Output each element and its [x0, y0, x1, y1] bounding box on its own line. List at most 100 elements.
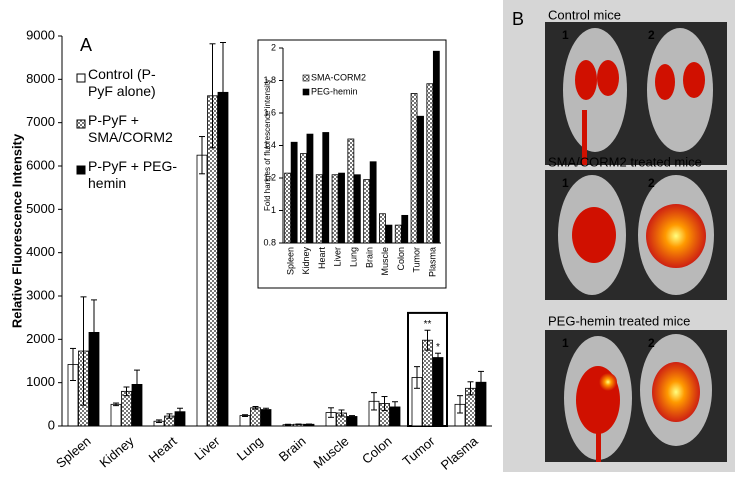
bar [300, 153, 307, 244]
bar [394, 224, 402, 244]
x-tick-label: Tumor [400, 433, 439, 469]
error-bar [392, 401, 398, 413]
signal [596, 430, 601, 462]
error-bar [371, 392, 377, 411]
signal [575, 60, 597, 100]
x-tick-label: Spleen [285, 247, 295, 275]
bar [250, 407, 261, 427]
error-bar [242, 414, 248, 417]
y-tick-label: 4000 [26, 244, 55, 259]
annotation: ** [424, 319, 432, 330]
y-tick-label: 8000 [26, 71, 55, 86]
legend-label: P-PyF + SMA/CORM2 [88, 112, 173, 145]
bar [315, 174, 323, 244]
bar [363, 179, 371, 244]
bar [432, 50, 440, 244]
bar [353, 174, 361, 244]
image-title: Control mice [548, 7, 621, 22]
bar [401, 214, 409, 244]
y-tick-label: 6000 [26, 157, 55, 172]
legend-item: Control (P-PyF alone) [88, 66, 156, 99]
signal [582, 110, 587, 165]
legend-swatch [302, 74, 310, 82]
bar [260, 409, 272, 427]
error-bar [113, 402, 119, 407]
signal [655, 64, 675, 100]
x-tick-label: Muscle [310, 433, 351, 471]
y-axis-label: Relative Fluorescence Intensity [9, 133, 24, 328]
bar [239, 415, 251, 427]
image-label: 2 [648, 28, 655, 42]
x-tick-label: Kidney [97, 433, 137, 470]
bar [110, 403, 122, 427]
legend-item: P-PyF + SMA/CORM2 [88, 112, 173, 145]
panel-label: B [512, 9, 524, 29]
error-bar [123, 386, 130, 397]
error-bar [328, 407, 334, 418]
legend-label: PEG-hemin [311, 86, 358, 96]
y-tick-label: 3000 [26, 287, 55, 302]
error-bar [134, 369, 140, 400]
signal [652, 362, 700, 422]
x-tick-label: Plasma [427, 247, 437, 277]
x-tick-label: Spleen [53, 433, 94, 471]
error-bar [80, 296, 87, 406]
error-bar [478, 370, 484, 394]
error-bar [381, 396, 388, 411]
x-tick-label: Brain [364, 247, 374, 268]
y-tick-label: 1000 [26, 374, 55, 389]
y-tick-label: 1.2 [263, 172, 276, 182]
image-title: SMA/CORM2 treated mice [548, 154, 702, 169]
panel-b [545, 22, 727, 462]
error-bar [435, 352, 441, 363]
error-bar [252, 406, 259, 410]
image-title: PEG-hemin treated mice [548, 313, 690, 328]
error-bar [338, 409, 345, 417]
x-tick-label: Brain [276, 433, 309, 464]
bar [432, 357, 444, 427]
error-bar [220, 42, 226, 143]
y-tick-label: 7000 [26, 114, 55, 129]
y-tick-label: 5000 [26, 201, 55, 216]
bar [196, 154, 208, 427]
bar [369, 161, 377, 244]
signal [572, 207, 616, 263]
legend-item: P-PyF + PEG-hemin [88, 158, 177, 191]
legend-label: SMA-CORM2 [311, 72, 366, 82]
y-tick-label: 1.8 [263, 75, 276, 85]
y-tick-label: 1 [271, 205, 276, 215]
y-tick-label: 0 [48, 417, 55, 432]
error-bar [91, 299, 97, 366]
y-tick-label: 9000 [26, 27, 55, 42]
y-tick-label: 0.8 [263, 237, 276, 247]
bar [306, 133, 314, 244]
x-tick-label: Lung [348, 247, 358, 267]
bar [347, 138, 355, 244]
y-tick-label: 2 [271, 42, 276, 52]
error-bar [70, 347, 76, 381]
legend-swatch [76, 119, 86, 129]
bar [346, 416, 358, 427]
signal [599, 373, 617, 391]
bar [290, 141, 298, 244]
bar [385, 224, 393, 244]
x-tick-label: Colon [396, 247, 406, 271]
error-bar [209, 43, 216, 149]
signal [646, 204, 706, 268]
bar [410, 93, 418, 244]
bar [422, 339, 433, 427]
signal [683, 62, 705, 98]
mouse [647, 28, 713, 152]
image-label: 2 [648, 336, 655, 350]
x-tick-label: Kidney [301, 247, 311, 275]
x-tick-label: Liver [333, 247, 343, 267]
legend-label: Control (P-PyF alone) [88, 66, 156, 99]
x-tick-label: Liver [191, 433, 223, 463]
bar [322, 132, 330, 244]
annotation: * [436, 342, 440, 353]
image-label: 1 [562, 336, 569, 350]
error-bar [177, 407, 183, 416]
bar [417, 115, 424, 244]
legend-swatch [76, 165, 86, 175]
legend-swatch [76, 73, 86, 83]
